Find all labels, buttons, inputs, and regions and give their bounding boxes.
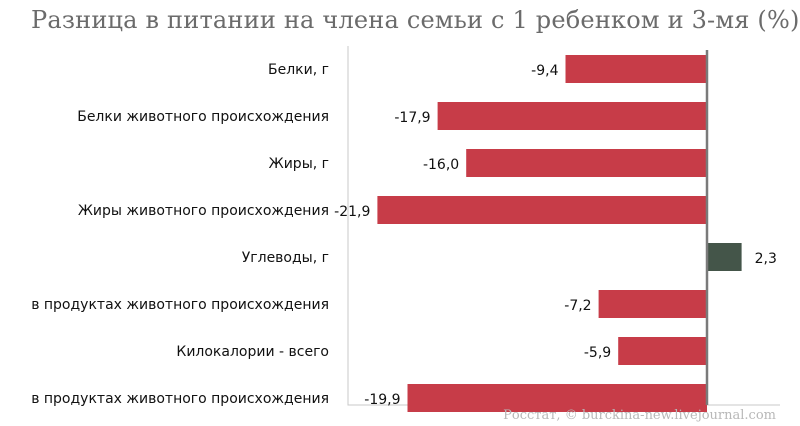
value-label-2: -16,0 bbox=[423, 157, 459, 173]
value-label-1: -17,9 bbox=[394, 110, 430, 126]
bar-0 bbox=[565, 55, 707, 83]
plot-area-border bbox=[347, 46, 780, 406]
category-label-4: Углеводы, г bbox=[242, 250, 329, 266]
category-label-3: Жиры животного происхождения bbox=[78, 203, 329, 219]
category-label-1: Белки животного происхождения bbox=[77, 109, 329, 125]
bar-7 bbox=[407, 384, 707, 412]
chart-title: Разница в питании на члена семьи с 1 реб… bbox=[31, 6, 800, 34]
category-label-7: в продуктах животного происхождения bbox=[31, 391, 329, 407]
bar-4 bbox=[707, 243, 742, 271]
value-label-4: 2,3 bbox=[755, 251, 777, 267]
bar-2 bbox=[466, 149, 707, 177]
bar-5 bbox=[598, 290, 707, 318]
value-label-3: -21,9 bbox=[334, 204, 370, 220]
value-label-6: -5,9 bbox=[584, 345, 611, 361]
category-label-5: в продуктах животного происхождения bbox=[31, 297, 329, 313]
bar-6 bbox=[618, 337, 707, 365]
source-note: Росстат, © burckina-new.livejournal.com bbox=[503, 408, 776, 423]
category-label-6: Килокалории - всего bbox=[176, 344, 329, 360]
bar-1 bbox=[437, 102, 707, 130]
value-label-5: -7,2 bbox=[564, 298, 591, 314]
category-label-2: Жиры, г bbox=[269, 156, 329, 172]
value-label-0: -9,4 bbox=[531, 63, 558, 79]
category-label-0: Белки, г bbox=[268, 62, 329, 78]
bar-3 bbox=[377, 196, 707, 224]
value-label-7: -19,9 bbox=[364, 392, 400, 408]
